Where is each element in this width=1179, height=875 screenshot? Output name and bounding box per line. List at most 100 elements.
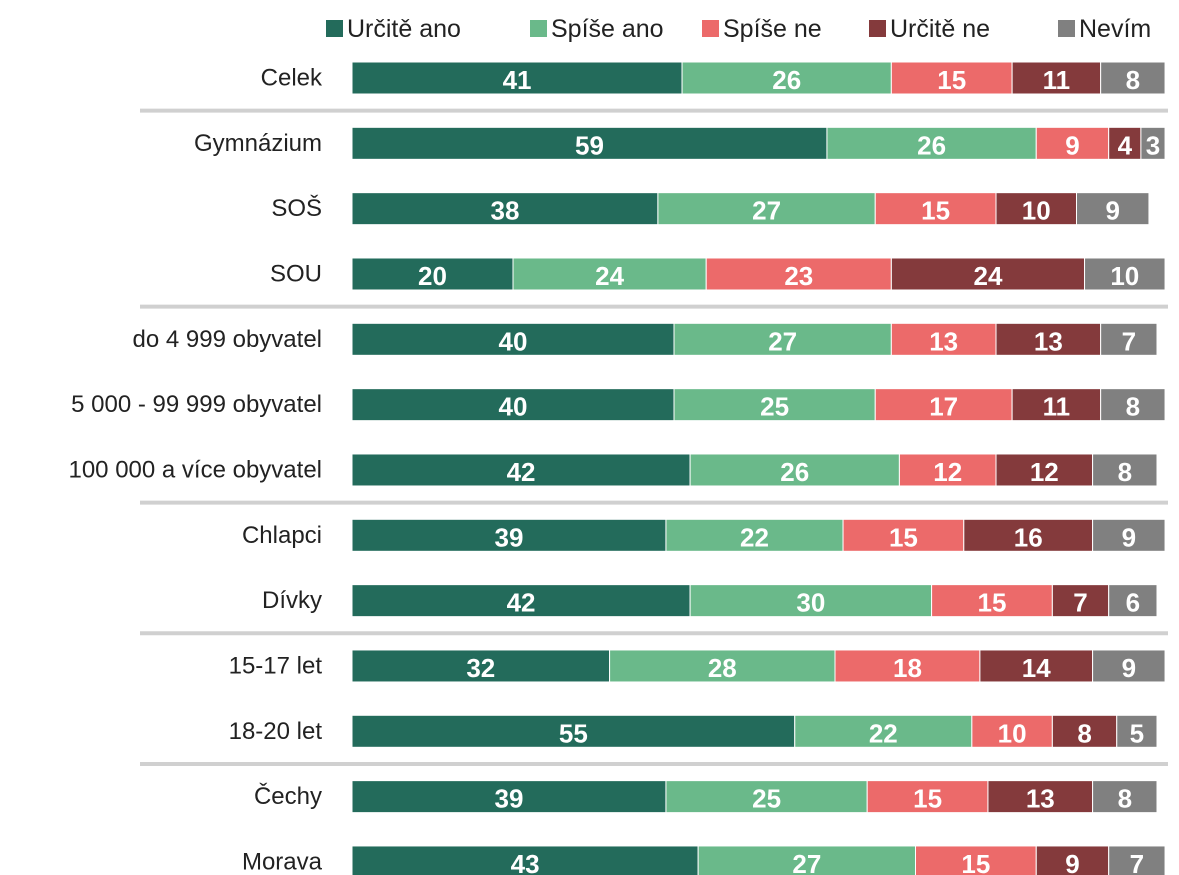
legend-label: Určitě ne <box>890 15 990 43</box>
legend-swatch <box>869 20 886 37</box>
value-label: 24 <box>595 261 624 291</box>
value-label: 22 <box>740 522 769 552</box>
value-label: 30 <box>796 588 825 618</box>
value-label: 7 <box>1130 849 1144 875</box>
value-label: 9 <box>1065 130 1079 160</box>
bar-segment <box>351 126 828 160</box>
bar-segment <box>995 322 1102 356</box>
value-label: 42 <box>507 457 536 487</box>
category-label: 100 000 a více obyvatel <box>68 456 322 483</box>
value-label: 6 <box>1126 588 1140 618</box>
legend-label: Spíše ano <box>551 15 664 43</box>
bar-segment <box>874 192 997 226</box>
value-label: 55 <box>559 718 588 748</box>
legend-label: Nevím <box>1079 15 1151 43</box>
value-label: 10 <box>998 718 1027 748</box>
value-label: 15 <box>913 784 942 814</box>
bar-segment <box>963 518 1094 552</box>
value-label: 9 <box>1065 849 1079 875</box>
value-label: 14 <box>1022 653 1051 683</box>
value-label: 20 <box>418 261 447 291</box>
value-label: 43 <box>511 849 540 875</box>
value-label: 13 <box>1026 784 1055 814</box>
bar-segment <box>351 388 675 422</box>
value-label: 32 <box>466 653 495 683</box>
category-label: 5 000 - 99 999 obyvatel <box>71 391 322 418</box>
bar-segment <box>351 714 796 748</box>
bar-segment <box>1051 584 1110 618</box>
category-label: Gymnázium <box>194 130 322 157</box>
value-label: 26 <box>772 65 801 95</box>
value-label: 8 <box>1118 457 1132 487</box>
value-label: 15 <box>937 65 966 95</box>
value-label: 13 <box>1034 326 1063 356</box>
bar-segment <box>697 845 917 875</box>
value-label: 15 <box>889 522 918 552</box>
bar-segment <box>681 61 892 95</box>
bar-segment <box>1084 257 1166 291</box>
bar-segment <box>931 584 1053 618</box>
value-label: 42 <box>507 588 536 618</box>
category-label: Dívky <box>262 587 322 614</box>
bar-segment <box>689 584 933 618</box>
bar-segment <box>1100 388 1166 422</box>
value-label: 15 <box>961 849 990 875</box>
value-label: 40 <box>499 326 528 356</box>
value-label: 22 <box>869 718 898 748</box>
bar-segment <box>1100 61 1166 95</box>
legend-label: Určitě ano <box>347 15 461 43</box>
bar-segment <box>842 518 965 552</box>
value-label: 5 <box>1130 718 1144 748</box>
bar-segment <box>351 192 659 226</box>
category-label: SOŠ <box>271 194 322 222</box>
bar-segment <box>1011 388 1102 422</box>
bar-segment <box>351 518 667 552</box>
bar-segment <box>705 257 892 291</box>
value-label: 11 <box>1043 65 1071 95</box>
legend-swatch <box>326 20 343 37</box>
value-label: 59 <box>575 130 604 160</box>
value-label: 9 <box>1122 522 1136 552</box>
bar-segment <box>351 322 675 356</box>
value-label: 25 <box>752 784 781 814</box>
bar-segment <box>351 257 514 291</box>
category-label: Čechy <box>254 782 322 810</box>
value-label: 8 <box>1077 718 1091 748</box>
bar-segment <box>512 257 707 291</box>
bar-segment <box>1140 126 1166 160</box>
category-label: 18-20 let <box>229 718 323 745</box>
category-label: SOU <box>270 260 322 287</box>
bar-segment <box>1092 518 1166 552</box>
value-label: 41 <box>503 65 532 95</box>
bar-segment <box>890 257 1086 291</box>
bar-segment <box>673 322 892 356</box>
value-label: 4 <box>1118 130 1133 160</box>
bar-segment <box>890 61 1013 95</box>
value-label: 27 <box>768 326 797 356</box>
value-label: 7 <box>1122 326 1136 356</box>
bar-segment <box>834 649 981 683</box>
value-label: 12 <box>933 457 962 487</box>
value-label: 12 <box>1030 457 1059 487</box>
value-label: 8 <box>1126 392 1140 422</box>
value-label: 13 <box>929 326 958 356</box>
bar-segment <box>689 453 900 487</box>
bar-segment <box>890 322 997 356</box>
legend-swatch <box>1058 20 1075 37</box>
bar-segment <box>1092 453 1158 487</box>
value-label: 10 <box>1022 196 1051 226</box>
value-label: 11 <box>1043 392 1071 422</box>
value-label: 39 <box>495 522 524 552</box>
value-label: 38 <box>490 196 519 226</box>
category-label: Celek <box>261 65 323 92</box>
bar-segment <box>979 649 1094 683</box>
bar-segment <box>826 126 1037 160</box>
value-label: 10 <box>1110 261 1139 291</box>
legend-swatch <box>530 20 547 37</box>
legend-swatch <box>702 20 719 37</box>
value-label: 9 <box>1122 653 1136 683</box>
category-label: Chlapci <box>242 522 322 549</box>
value-label: 25 <box>760 392 789 422</box>
value-label: 40 <box>499 392 528 422</box>
